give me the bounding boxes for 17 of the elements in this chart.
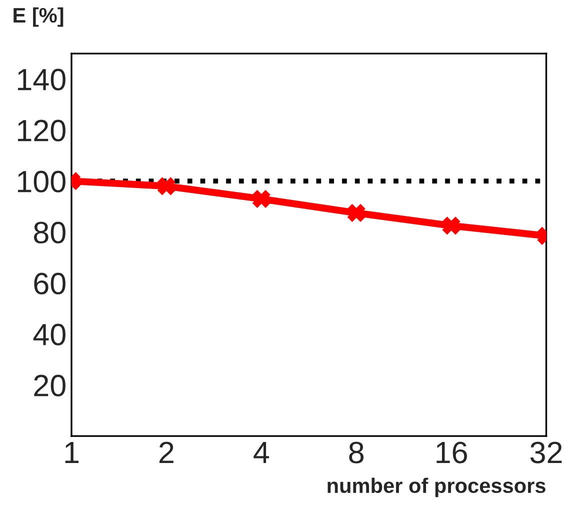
x-tick-label: 32 <box>530 442 562 464</box>
y-axis-title: E [%] <box>14 7 64 27</box>
y-tick-label: 80 <box>34 222 66 244</box>
x-tick-label: 8 <box>349 442 364 464</box>
y-tick-label: 100 <box>18 170 66 192</box>
x-tick-label: 2 <box>159 442 174 464</box>
y-tick-label: 60 <box>34 272 66 294</box>
y-tick-label: 140 <box>18 68 66 90</box>
x-tick-label: 16 <box>436 442 467 464</box>
x-axis-title: number of processors <box>328 478 546 498</box>
x-tick-label: 1 <box>65 442 79 464</box>
point <box>252 190 270 208</box>
x-tick-label: 4 <box>254 442 270 464</box>
y-tick-label: 120 <box>18 120 66 142</box>
point <box>348 204 366 222</box>
y-tick-label: 40 <box>33 324 66 346</box>
y-tick-label: 20 <box>34 374 66 396</box>
